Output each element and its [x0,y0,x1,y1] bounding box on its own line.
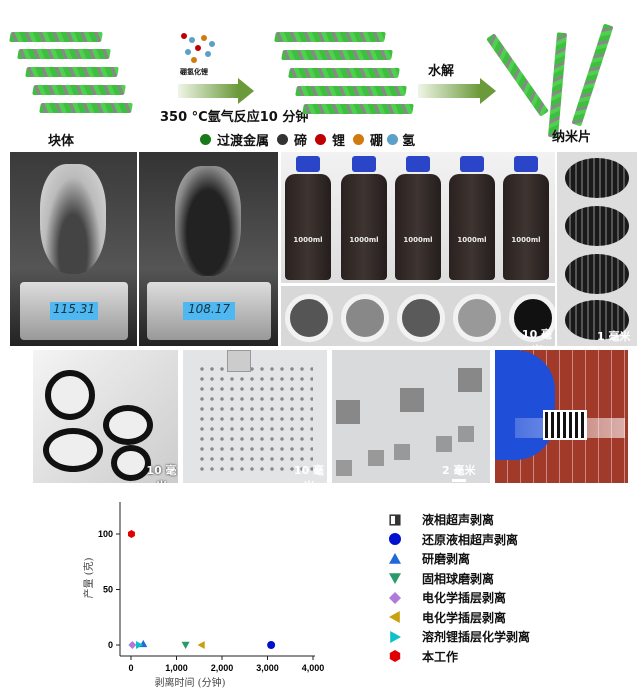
data-point [135,641,144,649]
legend-label: 研磨剥离 [422,552,471,566]
bottle-label: 1000ml [403,236,433,244]
legend-item: 研磨剥离 [388,550,470,567]
legend-label: 电化学插层剥离 [422,591,507,605]
legend-marker [389,533,401,545]
photo-flask-before: 115.31 [10,152,137,346]
legend-label: 电化学插层剥离 [422,610,507,625]
atom-legend: 过渡金属 碲 锂 硼 氢 [200,130,415,149]
bottle-label: 1000ml [511,236,541,244]
data-point [128,641,137,649]
photo-flexible-device [495,350,628,483]
nanosheet-label: 纳米片 [552,130,592,145]
legend-item: 固相球磨剥离 [388,570,494,587]
legend-label: 固相球磨剥离 [422,571,495,586]
boron-atom-icon [353,134,365,145]
lithium-borohydride-molecule-icon [181,33,215,63]
legend-marker [389,552,401,564]
reaction-arrow [178,78,254,104]
bulk-label: 块体 [48,134,75,149]
scale-bar: 10 毫米 [291,462,327,483]
hydrolysis-arrow [418,78,496,104]
legend-marker [389,573,401,584]
y-tick-label: 0 [108,640,113,650]
scale-reading: 115.31 [50,302,98,320]
bottle-label: 1000ml [349,236,379,244]
lithium-atom-icon [315,134,327,145]
scale-bar: 10 毫米 [521,328,553,346]
x-axis-label: 剥离时间 (分钟) [155,676,226,689]
data-point [197,641,205,649]
y-axis-label: 产量 (克) [82,557,95,598]
legend-item: 电化学插层剥离 [388,609,506,626]
reagent-label: 硼氢化锂 [180,68,208,76]
atom-legend-label: 碲 [294,134,308,149]
legend-item: 液相超声剥离 [388,511,494,528]
photo-flask-after: 108.17 [139,152,278,346]
half-square-marker-icon [389,513,401,526]
photo-flexible-logos: 10 毫米 [33,350,178,483]
legend-label: 液相超声剥离 [422,513,495,527]
photo-printed-circuits: 10 毫米 [183,350,327,483]
triangle-left-marker-icon [389,611,400,623]
data-point [127,530,135,538]
data-point [181,641,190,649]
atom-legend-label: 氢 [402,134,416,149]
photo-films: 10 毫米 [281,286,555,346]
legend-label: 还原液相超声剥离 [422,532,519,547]
hydrogen-atom-icon [387,134,399,145]
legend-marker [389,591,401,604]
legend-item: 电化学插层剥离 [388,589,506,606]
scale-bar: 10 毫米 [145,462,178,483]
transition-metal-atom-icon [200,134,211,145]
photo-bottles: 1000ml 1000ml 1000ml 1000ml 1000ml [281,152,555,283]
bottle-label: 1000ml [457,236,487,244]
hydrolysis-label: 水解 [428,64,455,79]
atom-legend-label: 硼 [370,134,384,149]
legend-item: 本工作 [388,648,458,665]
atom-legend-label: 锂 [332,134,346,149]
legend-marker [389,611,400,623]
legend-label: 本工作 [422,649,459,664]
x-tick-label: 2,000 [211,663,234,673]
scale-reading: 108.17 [183,302,235,320]
diamond-marker-icon [389,591,401,604]
x-tick-label: 4,000 [302,663,325,673]
photo-printed-grids: 1 毫米 [557,152,637,346]
tellurium-atom-icon [277,134,289,145]
legend-item: 还原液相超声剥离 [388,531,518,548]
y-tick-label: 100 [98,529,113,539]
scale-bar: 2 毫米 [442,462,475,482]
legend-label: 溶剂锂插层化学剥离 [422,630,531,644]
triangle-right-marker-icon [390,630,401,643]
circle-marker-icon [389,533,401,545]
x-tick-label: 0 [128,663,133,673]
data-point [267,641,276,649]
hexagon-marker-icon [389,650,401,662]
legend-marker [390,630,401,643]
legend-marker [389,650,401,662]
atom-legend-label: 过渡金属 [217,134,270,149]
legend-marker-fill [395,514,400,525]
yield-vs-time-scatter-chart: 0 1,000 2,000 3,000 4,000 0 50 100 剥离时间 (分钟) 产量… [82,502,325,689]
triangle-down-marker-icon [389,573,401,584]
triangle-up-marker-icon [389,552,401,564]
scale-bar: 1 毫米 [597,330,631,343]
x-tick-label: 3,000 [256,663,279,673]
x-tick-label: 1,000 [165,663,188,673]
bottle-label: 1000ml [293,236,323,244]
reaction-label: 350 °C氩气反应10 分钟 [160,110,309,125]
y-tick-label: 50 [103,585,113,595]
legend-item: 溶剂锂插层化学剥离 [388,628,530,645]
photo-electrodes: 2 毫米 [332,350,490,483]
